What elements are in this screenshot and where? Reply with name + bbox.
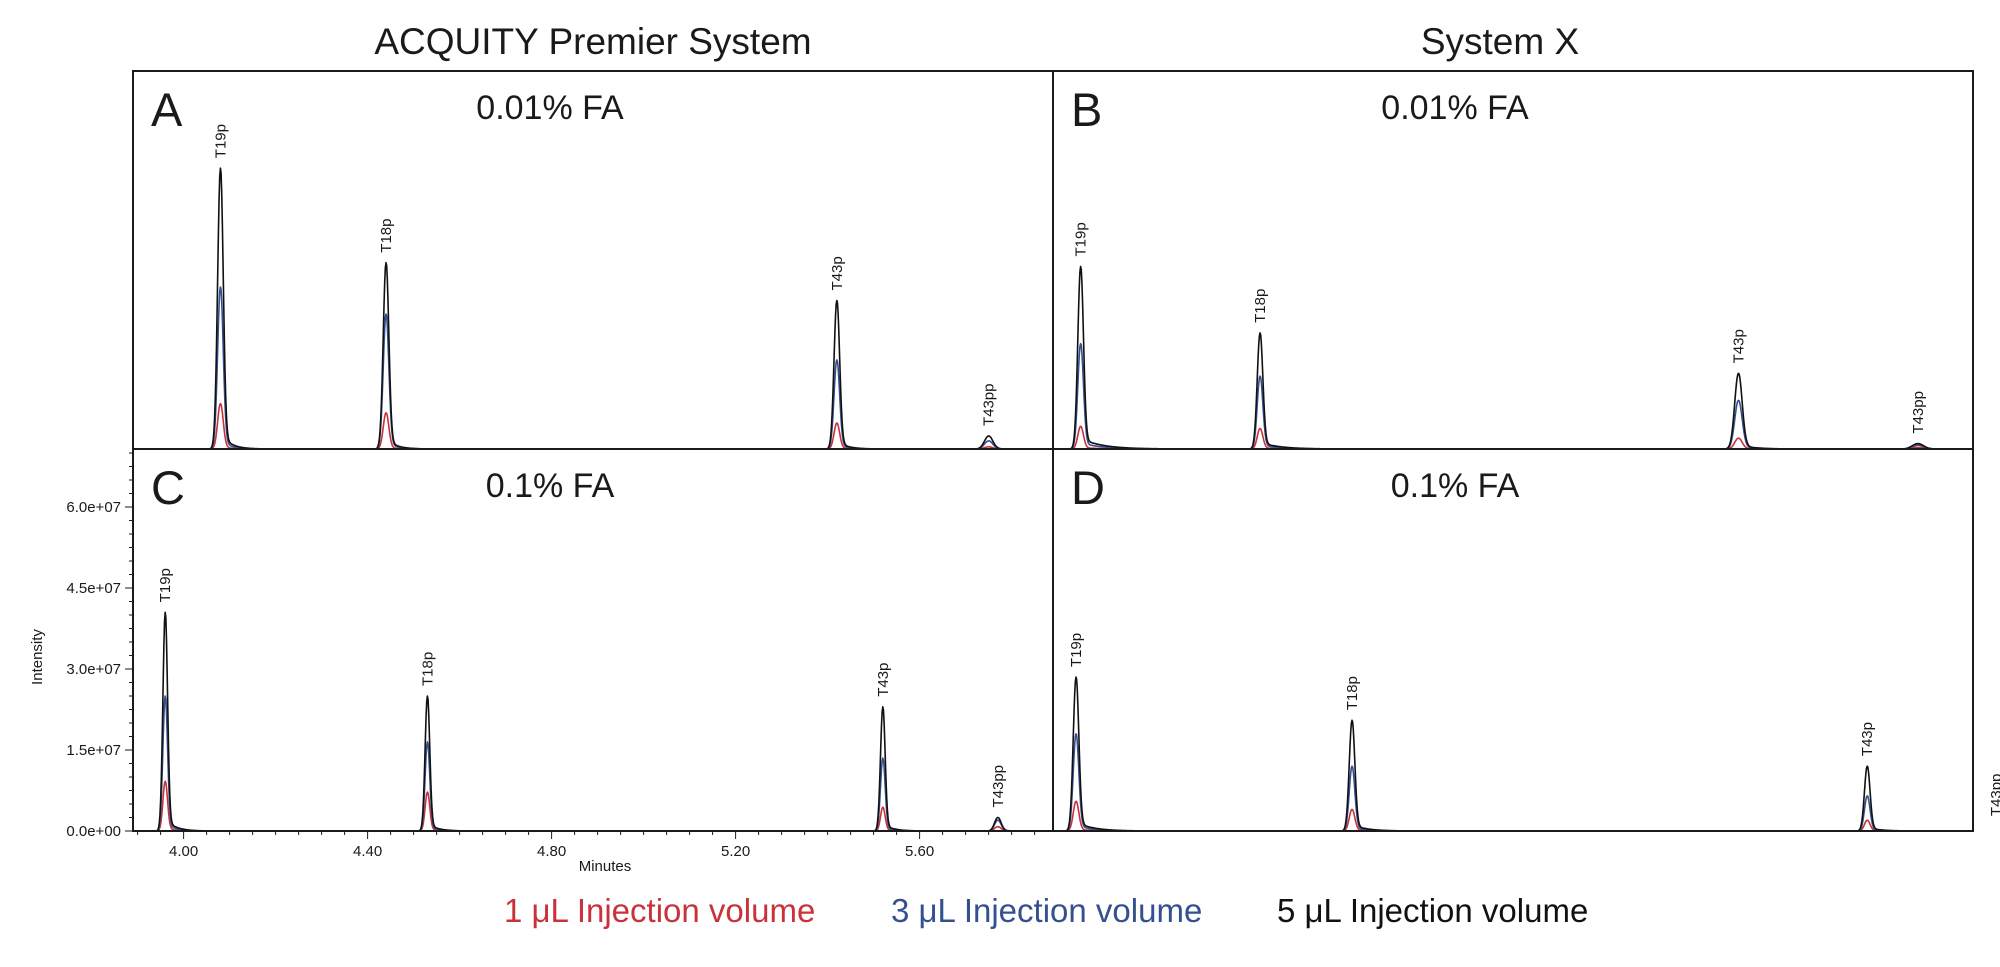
panel-letter: A [151,83,183,136]
trace-3ul [1052,342,1974,450]
axes-layer: 0.0e+00 1.5e+07 3.0e+07 4.5e+07 6.0e+07 4.00 4… [29,452,1036,875]
column-title-acquity: ACQUITY Premier System [374,21,811,62]
peak-label-t43p: T43p [829,256,846,290]
x-tick-label: 5.20 [721,843,750,860]
panel-c: C 0.1% FA T19p T18p T43p T43pp [132,461,1054,832]
peak-label-t18p: T18p [378,218,395,252]
legend-item-1ul: 1 μL Injection volume [504,892,815,929]
condition-label: 0.01% FA [1381,89,1529,127]
condition-label: 0.01% FA [476,89,624,127]
peak-label-t18p: T18p [1252,289,1269,323]
panel-b: B 0.01% FA T19p T18p T43p T43pp [1052,83,1974,450]
trace-5ul [132,611,1054,832]
trace-5ul [132,167,1054,450]
condition-label: 0.1% FA [486,467,615,505]
panel-a: A 0.01% FA T19p T18p T43p T43pp [132,83,1054,450]
peak-label-t43p: T43p [1730,329,1747,363]
trace-1ul [1052,425,1974,450]
y-tick-label: 3.0e+07 [66,661,121,678]
legend-item-5ul: 5 μL Injection volume [1277,892,1588,929]
trace-3ul [1052,733,1974,832]
x-tick-label: 4.40 [353,843,382,860]
trace-1ul [132,402,1054,450]
trace-5ul [1052,265,1974,450]
x-axis-label: Minutes [579,858,632,875]
panel-letter: C [151,461,185,514]
peak-label-t19p: T19p [1068,633,1085,667]
trace-1ul [132,780,1054,832]
peak-label-t43pp: T43pp [990,765,1007,808]
peak-label-t19p: T19p [157,568,174,602]
peak-label-t19p: T19p [212,124,229,158]
peak-label-t43p: T43p [1859,722,1876,756]
x-tick-label: 4.00 [169,843,198,860]
peak-label-t18p: T18p [1344,676,1361,710]
panel-letter: B [1071,83,1102,136]
trace-5ul [1052,676,1974,832]
panels-layer: A 0.01% FA T19p T18p T43p T43pp B 0.01% FA T19p T… [132,83,2000,832]
column-title-system-x: System X [1421,21,1579,62]
panel-letter: D [1071,461,1105,514]
y-tick-label: 0.0e+00 [66,823,121,840]
condition-label: 0.1% FA [1391,467,1520,505]
peak-label-t43p: T43p [875,663,892,697]
peak-label-t43pp: T43pp [981,383,998,426]
x-tick-label: 5.60 [905,843,934,860]
x-tick-label: 4.80 [537,843,566,860]
y-axis-label: Intensity [29,629,46,685]
peak-label-t18p: T18p [419,652,436,686]
peak-label-t19p: T19p [1073,222,1090,256]
trace-1ul [1052,800,1974,832]
panel-d: D 0.1% FA T19p T18p T43p T43pp [1052,461,2000,832]
legend-item-3ul: 3 μL Injection volume [891,892,1202,929]
peak-label-t43pp: T43pp [1988,774,2000,817]
trace-3ul [132,286,1054,450]
y-tick-label: 1.5e+07 [66,742,121,759]
y-tick-label: 6.0e+07 [66,499,121,516]
peak-label-t43pp: T43pp [1910,391,1927,434]
y-tick-label: 4.5e+07 [66,580,121,597]
trace-3ul [132,695,1054,832]
legend: 1 μL Injection volume 3 μL Injection vol… [504,892,1588,929]
